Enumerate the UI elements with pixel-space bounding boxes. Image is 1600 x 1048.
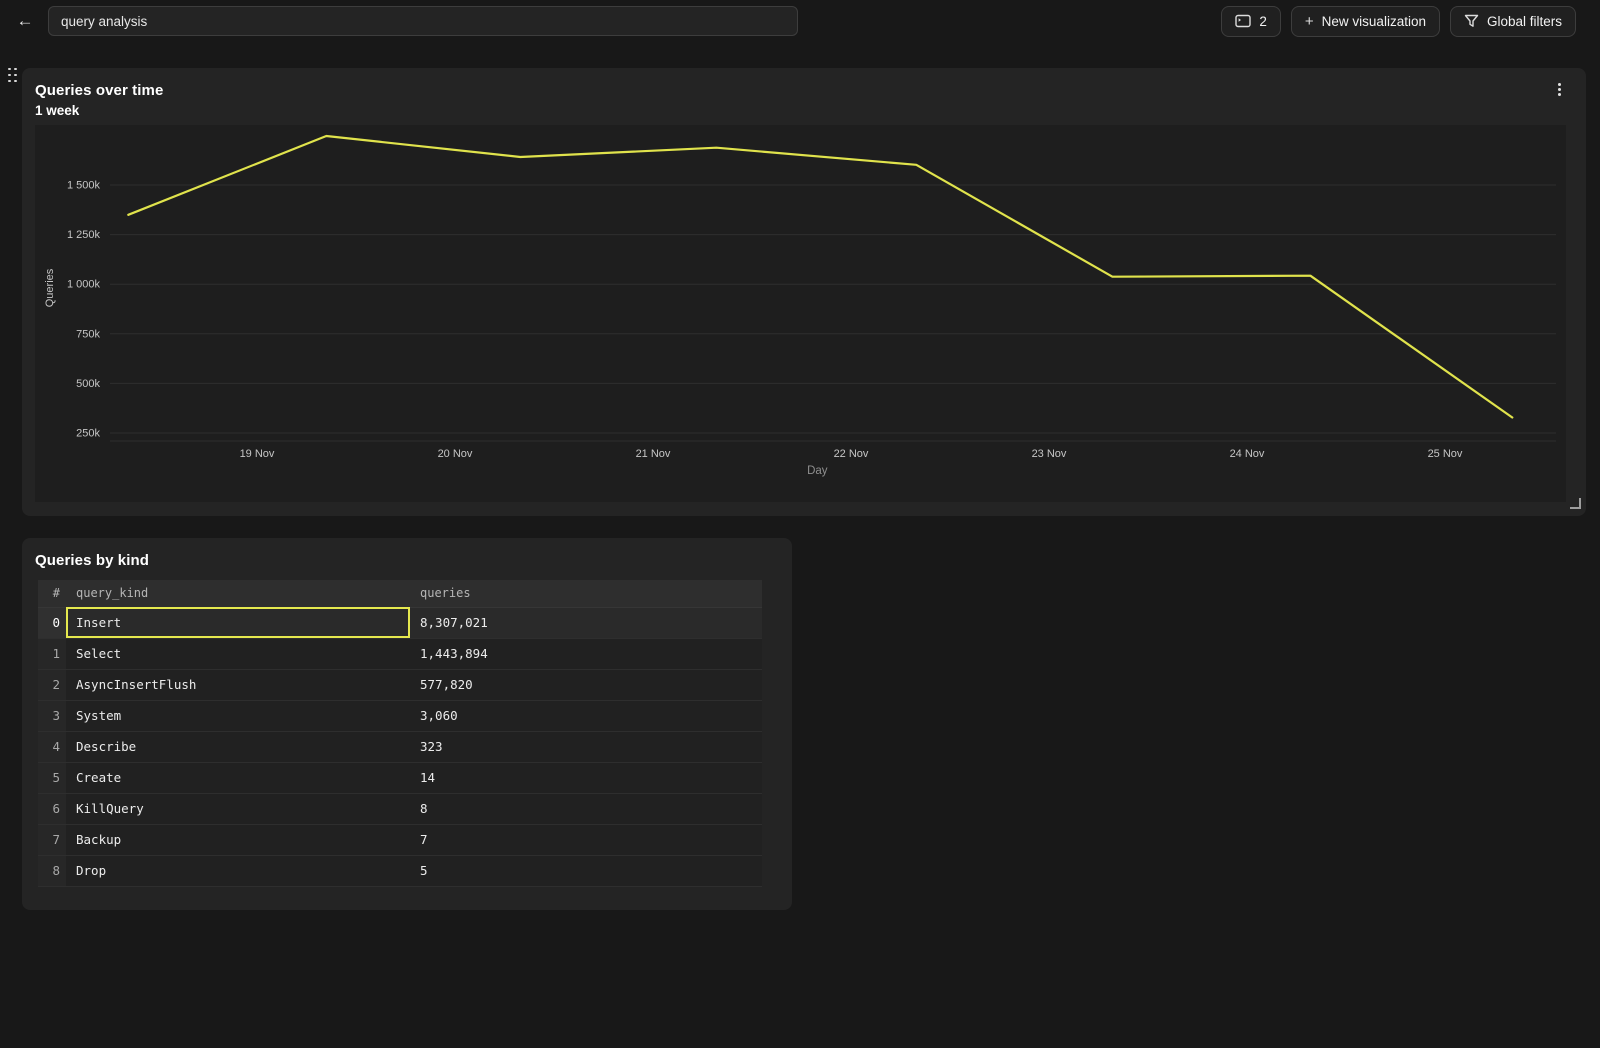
y-tick-label: 250k bbox=[76, 428, 100, 440]
table-header: # query_kind queries bbox=[38, 580, 762, 608]
chart-panel-title: Queries over time bbox=[35, 82, 164, 99]
topbar: ← 2 + New visualization Global filters bbox=[0, 0, 1600, 42]
chart-panel-header: Queries over time 1 week bbox=[22, 68, 1586, 118]
y-tick-label: 1 000k bbox=[67, 279, 101, 291]
x-tick-label: 19 Nov bbox=[240, 448, 275, 460]
cell-index[interactable]: 3 bbox=[38, 700, 66, 732]
table-row: 3 System 3,060 bbox=[38, 700, 762, 732]
cell-queries[interactable]: 323 bbox=[410, 731, 762, 763]
x-tick-label: 22 Nov bbox=[834, 448, 869, 460]
cell-query-kind[interactable]: Backup bbox=[66, 824, 410, 856]
table-row: 6 KillQuery 8 bbox=[38, 793, 762, 825]
cell-queries[interactable]: 5 bbox=[410, 855, 762, 887]
cell-index[interactable]: 5 bbox=[38, 762, 66, 794]
console-icon bbox=[1235, 14, 1252, 28]
queries-over-time-panel: Queries over time 1 week 250k 500k 750k 1 0… bbox=[22, 68, 1586, 516]
cell-query-kind[interactable]: Describe bbox=[66, 731, 410, 763]
x-axis-title: Day bbox=[807, 465, 828, 477]
table-row: 4 Describe 323 bbox=[38, 731, 762, 763]
queries-by-kind-panel: Queries by kind # query_kind queries 0 In… bbox=[22, 538, 792, 910]
table-row: 2 AsyncInsertFlush 577,820 bbox=[38, 669, 762, 701]
cell-query-kind[interactable]: System bbox=[66, 700, 410, 732]
x-tick-label: 21 Nov bbox=[636, 448, 671, 460]
cell-index[interactable]: 0 bbox=[38, 607, 66, 639]
x-tick-label: 24 Nov bbox=[1230, 448, 1265, 460]
series-line-queries bbox=[127, 134, 1514, 419]
y-tick-label: 500k bbox=[76, 378, 100, 390]
table-row: 1 Select 1,443,894 bbox=[38, 638, 762, 670]
new-visualization-button[interactable]: + New visualization bbox=[1290, 5, 1440, 37]
x-tick-label: 25 Nov bbox=[1428, 448, 1463, 460]
cell-index[interactable]: 7 bbox=[38, 824, 66, 856]
new-visualization-label: New visualization bbox=[1321, 13, 1426, 29]
cell-queries[interactable]: 8 bbox=[410, 793, 762, 825]
queries-by-kind-table: # query_kind queries 0 Insert 8,307,021 1 Se… bbox=[38, 580, 762, 887]
resize-corner-icon[interactable] bbox=[1570, 498, 1581, 509]
col-header-queries[interactable]: queries bbox=[410, 580, 762, 608]
y-axis-title: Queries bbox=[44, 268, 56, 307]
global-filters-button[interactable]: Global filters bbox=[1449, 5, 1576, 37]
panel-drag-handle-icon[interactable] bbox=[6, 66, 19, 84]
cell-query-kind[interactable]: AsyncInsertFlush bbox=[66, 669, 410, 701]
chart-panel-subtitle: 1 week bbox=[35, 103, 80, 118]
cell-queries[interactable]: 8,307,021 bbox=[410, 607, 762, 639]
cell-index[interactable]: 8 bbox=[38, 855, 66, 887]
queries-count-label: 2 bbox=[1259, 13, 1267, 29]
cell-query-kind[interactable]: Drop bbox=[66, 855, 410, 887]
y-tick-label: 750k bbox=[76, 328, 100, 340]
dashboard-title-input[interactable] bbox=[48, 6, 798, 36]
funnel-icon bbox=[1464, 14, 1479, 28]
cell-queries[interactable]: 577,820 bbox=[410, 669, 762, 701]
cell-index[interactable]: 6 bbox=[38, 793, 66, 825]
chart-region: 250k 500k 750k 1 000k 1 250k 1 500k 19 Nov 20 N… bbox=[35, 125, 1566, 502]
table-panel-header: Queries by kind bbox=[22, 538, 792, 569]
cell-query-kind[interactable]: KillQuery bbox=[66, 793, 410, 825]
cell-query-kind-selected[interactable]: Insert bbox=[66, 607, 410, 639]
col-header-query-kind[interactable]: query_kind bbox=[66, 580, 410, 608]
queries-over-time-chart[interactable]: 250k 500k 750k 1 000k 1 250k 1 500k 19 Nov 20 N… bbox=[35, 125, 1566, 502]
cell-index[interactable]: 4 bbox=[38, 731, 66, 763]
x-tick-label: 23 Nov bbox=[1032, 448, 1067, 460]
cell-queries[interactable]: 3,060 bbox=[410, 700, 762, 732]
y-tick-label: 1 500k bbox=[67, 180, 101, 192]
x-tick-label: 20 Nov bbox=[438, 448, 473, 460]
cell-queries[interactable]: 1,443,894 bbox=[410, 638, 762, 670]
table-row: 8 Drop 5 bbox=[38, 855, 762, 887]
back-arrow-icon: ← bbox=[16, 11, 34, 30]
table-row: 5 Create 14 bbox=[38, 762, 762, 794]
table-panel-title: Queries by kind bbox=[35, 552, 150, 569]
queries-count-button[interactable]: 2 bbox=[1221, 5, 1281, 37]
cell-query-kind[interactable]: Create bbox=[66, 762, 410, 794]
cell-queries[interactable]: 14 bbox=[410, 762, 762, 794]
col-header-index[interactable]: # bbox=[38, 580, 66, 608]
back-button[interactable]: ← bbox=[12, 8, 38, 34]
kebab-menu-icon[interactable] bbox=[1552, 80, 1566, 98]
y-tick-label: 1 250k bbox=[67, 229, 101, 241]
plus-icon: + bbox=[1304, 12, 1314, 30]
table-row: 7 Backup 7 bbox=[38, 824, 762, 856]
cell-index[interactable]: 1 bbox=[38, 638, 66, 670]
global-filters-label: Global filters bbox=[1486, 13, 1562, 29]
cell-queries[interactable]: 7 bbox=[410, 824, 762, 856]
cell-index[interactable]: 2 bbox=[38, 669, 66, 701]
cell-query-kind[interactable]: Select bbox=[66, 638, 410, 670]
table-row: 0 Insert 8,307,021 bbox=[38, 607, 762, 639]
